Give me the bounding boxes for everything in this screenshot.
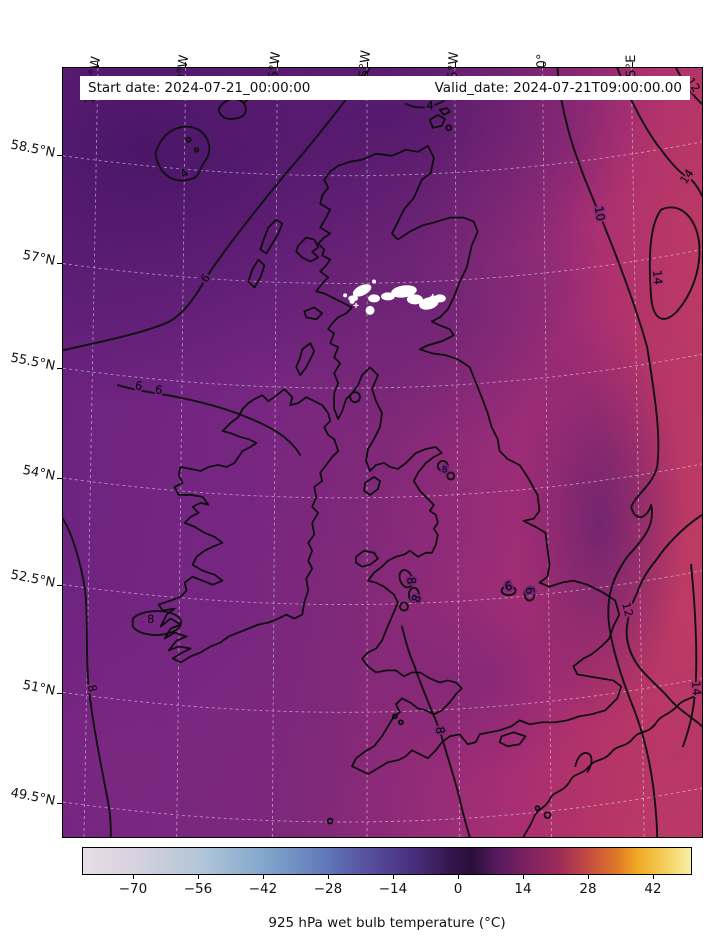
coastline-isle-of-man [363, 476, 381, 496]
contour-label: 8 [442, 465, 448, 475]
coastline-france [522, 690, 702, 837]
contour-label: 8 [433, 726, 448, 734]
small-islet [326, 817, 334, 825]
coastline-orkney [429, 107, 451, 129]
colorbar-tick-label: −14 [378, 881, 408, 897]
contour-label: 14 [650, 270, 665, 286]
axis-tick [97, 62, 99, 67]
caption: 925 hPa wet bulb temperature (°C) [268, 915, 506, 931]
colorbar-tick-label: 28 [579, 881, 597, 897]
colorbar-tick [133, 874, 135, 879]
colorbar-tick [458, 874, 460, 879]
coastline-arran [349, 391, 361, 403]
coastline-skye [295, 236, 320, 263]
coastline-outer-hebrides [247, 218, 284, 289]
coastline-isle-of-wight [498, 731, 527, 748]
temperature-field [63, 68, 702, 837]
missing-data-patches [343, 279, 446, 315]
coastline-cotentin [574, 752, 593, 774]
axis-tick [367, 62, 369, 67]
axis-tick [57, 803, 62, 805]
lon-tick-label: 0° [534, 53, 551, 69]
colorbar-tick [393, 874, 395, 879]
lat-tick-label: 58.5°N [9, 137, 57, 161]
channel-island [543, 811, 552, 819]
channel-island [534, 805, 541, 811]
axis-tick [185, 62, 187, 67]
coastline-ireland [157, 388, 339, 664]
contour-label: 14 [689, 680, 702, 696]
colorbar-tick [588, 874, 590, 879]
axis-tick [57, 585, 62, 587]
axis-tick [57, 368, 62, 370]
coastlines [157, 94, 702, 837]
coastline-anglesey [355, 549, 379, 568]
start-date-text: Start date: 2024-07-21_00:00:00 [88, 80, 311, 96]
small-islet [398, 719, 404, 726]
colorbar-gradient [82, 847, 692, 875]
contour-label: 8 [147, 612, 154, 626]
colorbar-tick [263, 874, 265, 879]
title-bar: Start date: 2024-07-21_00:00:00 Valid_da… [80, 76, 690, 100]
lat-tick-label: 52.5°N [9, 567, 57, 591]
colorbar-tick-label: 14 [514, 881, 532, 897]
axis-tick [455, 62, 457, 67]
contour-label: 4 [426, 98, 433, 112]
coastline-orkney-islet [445, 124, 453, 132]
colorbar-tick-label: −56 [183, 881, 213, 897]
colorbar-tick [653, 874, 655, 879]
colorbar-tick-label: −42 [248, 881, 278, 897]
axis-tick [57, 693, 62, 695]
axis-tick [277, 62, 279, 67]
coastline-great-britain [315, 144, 623, 776]
lat-tick-label: 49.5°N [9, 785, 57, 809]
lat-tick-label: 54°N [21, 462, 57, 484]
coastline-mull [303, 306, 324, 321]
colorbar-tick-label: 42 [644, 881, 662, 897]
coastline-islay-jura [295, 342, 316, 377]
map-panel: 4 4 6 6 6 6 6 8 8 8 8 8 8 10 12 12 14 14… [62, 67, 703, 838]
map-canvas: 4 4 6 6 6 6 6 8 8 8 8 8 8 10 12 12 14 14… [63, 68, 702, 837]
small-islet [392, 713, 398, 720]
axis-tick [632, 62, 634, 67]
colorbar-tick [198, 874, 200, 879]
colorbar-tick-label: −70 [118, 881, 148, 897]
lat-tick-label: 57°N [21, 247, 57, 269]
axis-tick [57, 155, 62, 157]
axis-tick [57, 263, 62, 265]
axis-tick [57, 478, 62, 480]
colorbar-tick-label: 0 [453, 881, 463, 897]
axis-tick [543, 62, 545, 67]
contour-lines [63, 68, 702, 837]
contour-label: 10 [592, 205, 608, 222]
colorbar-tick-label: −28 [313, 881, 343, 897]
valid-date-text: Valid_date: 2024-07-21T09:00:00.00 [434, 80, 682, 96]
colorbar-tick [523, 874, 525, 879]
lat-tick-label: 51°N [21, 677, 57, 699]
colorbar-tick [328, 874, 330, 879]
lat-tick-label: 55.5°N [9, 350, 57, 374]
lon-tick-label: 5°W [356, 49, 375, 79]
contour-label: 12 [619, 601, 636, 619]
contour-label: 8 [404, 576, 419, 584]
